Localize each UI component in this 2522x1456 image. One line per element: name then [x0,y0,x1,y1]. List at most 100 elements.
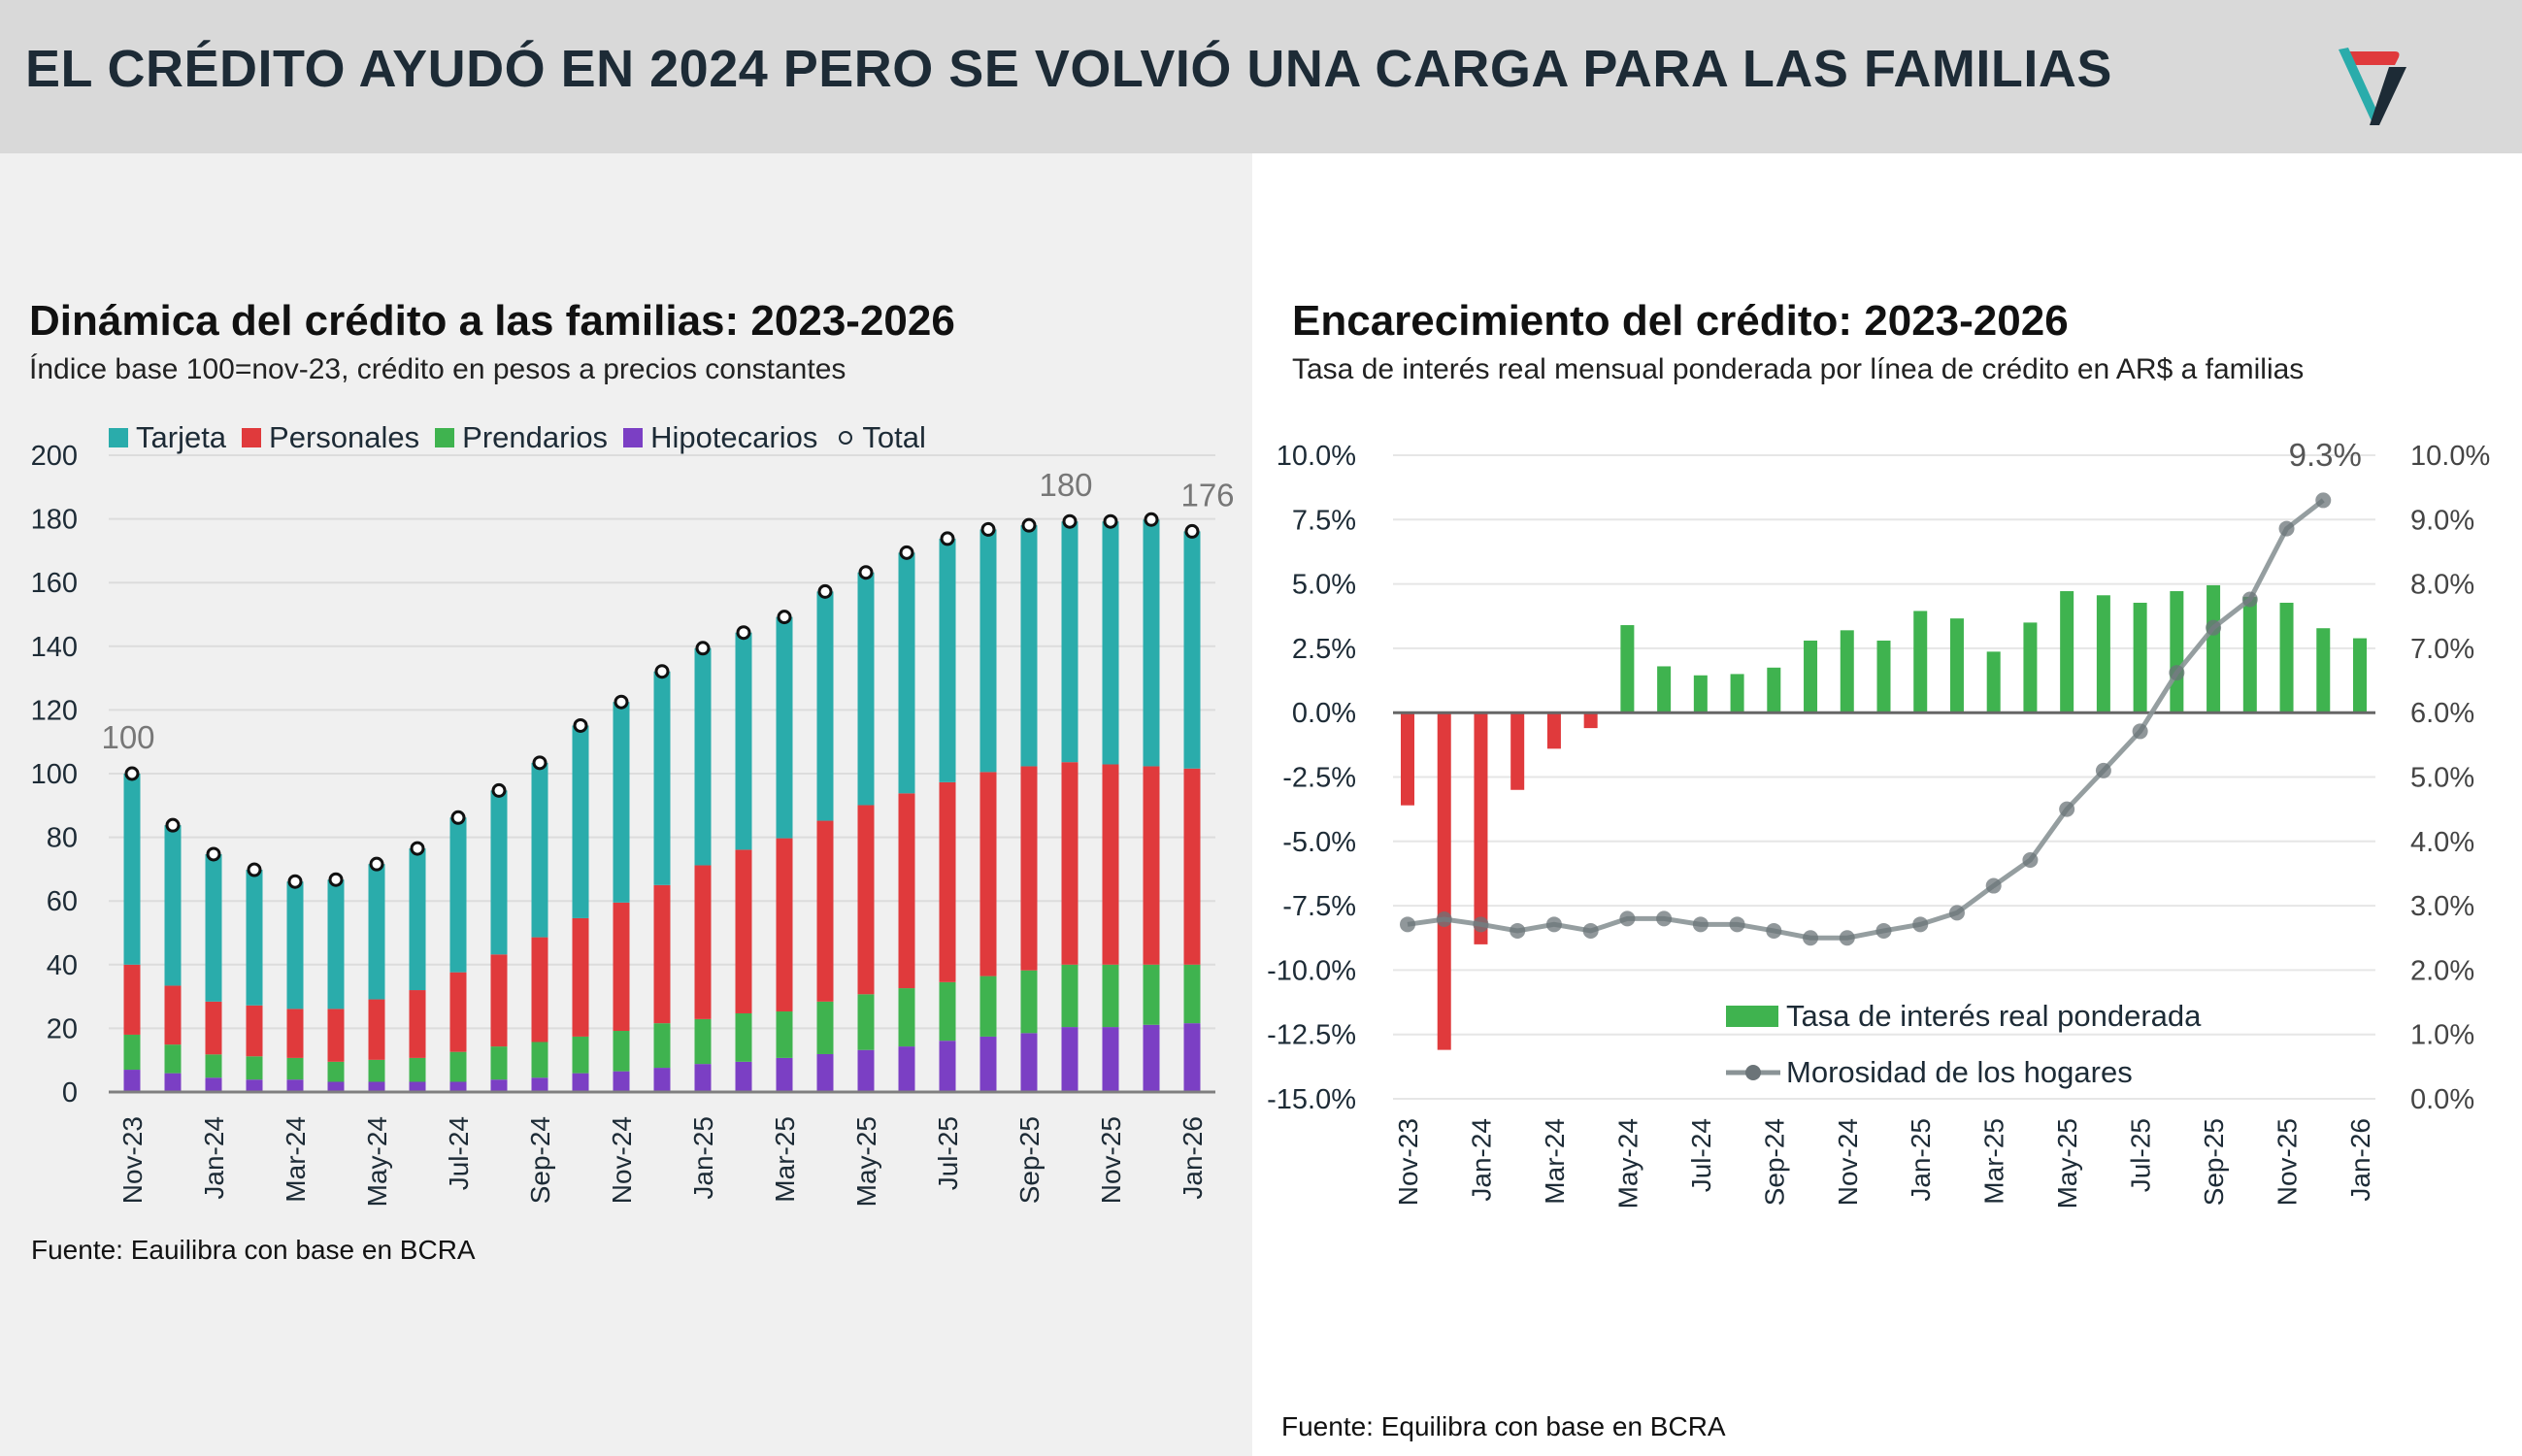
bar-segment-tarjeta [1061,521,1078,763]
x-tick-label: Jul-25 [933,1116,963,1190]
bar-segment-tarjeta [368,864,385,1000]
y-tick-label: 120 [31,695,78,726]
bar-segment-hipotecarios [531,1077,548,1092]
bar-segment-hipotecarios [123,1070,141,1092]
y-right-tick-label: 0.0% [2410,1084,2474,1115]
rate-bar [1730,674,1744,713]
bar-segment-personales [816,820,834,1002]
x-tick-label: Jan-25 [688,1116,718,1200]
legend-item-tarjeta: Tarjeta [109,420,226,455]
x-tick-label: Sep-25 [2199,1118,2229,1206]
morosidad-marker [2315,492,2332,509]
total-marker [328,872,344,887]
total-marker [654,664,670,679]
y-left-tick-label: 5.0% [1292,570,1356,601]
bar-segment-prendarios [979,976,997,1037]
total-marker [1021,517,1037,533]
morosidad-marker [1729,916,1745,933]
y-right-tick-label: 6.0% [2410,698,2474,729]
rate-bar [1401,712,1414,806]
morosidad-marker [1582,922,1599,939]
total-marker [980,521,996,537]
legend-item-personales: Personales [242,420,419,455]
bar-segment-tarjeta [694,647,712,866]
y-tick-label: 0 [62,1077,78,1109]
bar-segment-tarjeta [409,848,426,991]
morosidad-marker [1948,905,1965,921]
bar-segment-tarjeta [246,870,263,1006]
data-label: 9.3% [2289,437,2362,473]
bar-segment-tarjeta [572,725,589,918]
bar-segment-personales [1061,762,1078,965]
bar-segment-tarjeta [1183,531,1201,769]
bar-segment-hipotecarios [286,1079,304,1092]
bar-segment-prendarios [449,1051,467,1082]
left-chart-subtitle: Índice base 100=nov-23, crédito en pesos… [29,353,846,385]
total-marker [1103,513,1118,529]
legend-label: Total [862,420,926,454]
legend-swatch [109,428,128,447]
morosidad-marker [2206,619,2222,636]
bar-segment-tarjeta [1020,525,1038,767]
rate-bar [2060,591,2074,713]
brand-logo [2339,48,2406,125]
morosidad-marker [1619,910,1636,927]
y-tick-label: 180 [31,505,78,536]
rate-bar [1546,712,1561,749]
x-tick-label: Jan-26 [1178,1116,1208,1200]
total-marker [165,817,181,833]
y-tick-label: 40 [47,950,78,981]
total-marker [736,625,751,641]
y-right-tick-label: 7.0% [2410,634,2474,665]
bar-segment-hipotecarios [1061,1027,1078,1092]
data-label: 100 [101,719,154,755]
bar-segment-tarjeta [1102,521,1119,765]
y-tick-label: 60 [47,886,78,917]
bar-segment-hipotecarios [572,1073,589,1092]
rate-bar [1510,712,1525,790]
bar-segment-tarjeta [613,702,630,903]
x-tick-label: Nov-24 [1833,1118,1863,1206]
rate-bar [1693,675,1708,713]
bar-segment-hipotecarios [368,1081,385,1092]
bar-segment-tarjeta [735,632,752,850]
bar-segment-tarjeta [939,538,956,782]
y-right-tick-label: 5.0% [2410,763,2474,794]
bar-segment-personales [246,1005,263,1057]
bar-segment-tarjeta [531,762,548,938]
total-marker [817,583,833,599]
right-chart-title: Encarecimiento del crédito: 2023-2026 [1292,297,2069,345]
x-tick-label: Jul-25 [2126,1118,2156,1192]
y-tick-label: 20 [47,1013,78,1044]
y-right-tick-label: 2.0% [2410,955,2474,986]
bar-segment-prendarios [653,1023,671,1069]
rate-bar [2242,596,2257,713]
rate-bar [1767,667,1781,713]
legend-marker [839,431,853,445]
bar-segment-personales [776,838,793,1012]
bar-segment-personales [327,1009,345,1062]
bar-segment-tarjeta [898,552,915,794]
y-left-tick-label: -12.5% [1267,1020,1356,1051]
total-marker [573,717,588,733]
bar-segment-hipotecarios [327,1081,345,1092]
bar-segment-prendarios [1102,964,1119,1028]
bar-segment-hipotecarios [735,1061,752,1092]
morosidad-marker [1400,916,1415,933]
bar-segment-prendarios [164,1044,182,1074]
bar-segment-personales [898,793,915,989]
total-marker [491,782,507,798]
legend-item-hipotecarios: Hipotecarios [623,420,817,455]
bar-segment-personales [286,1009,304,1058]
bar-segment-hipotecarios [1143,1024,1160,1092]
legend-item-prendarios: Prendarios [435,420,608,455]
bar-segment-prendarios [205,1054,222,1078]
morosidad-marker [1545,916,1562,933]
total-marker [1144,512,1159,527]
x-tick-label: Mar-25 [770,1116,800,1203]
rate-bar [1986,651,2001,713]
bar-segment-personales [1102,764,1119,965]
bar-segment-tarjeta [205,853,222,1002]
bar-segment-hipotecarios [857,1049,875,1092]
